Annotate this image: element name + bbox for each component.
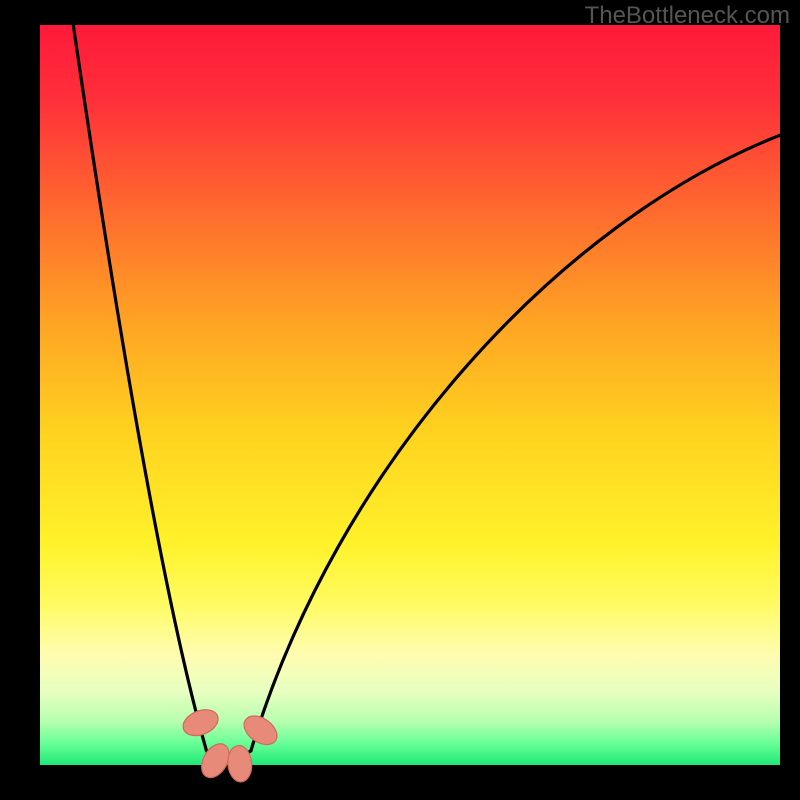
plot-area	[40, 25, 780, 785]
canvas: TheBottleneck.com	[0, 0, 800, 800]
gradient-background	[40, 25, 780, 765]
attribution-text: TheBottleneck.com	[585, 2, 790, 30]
